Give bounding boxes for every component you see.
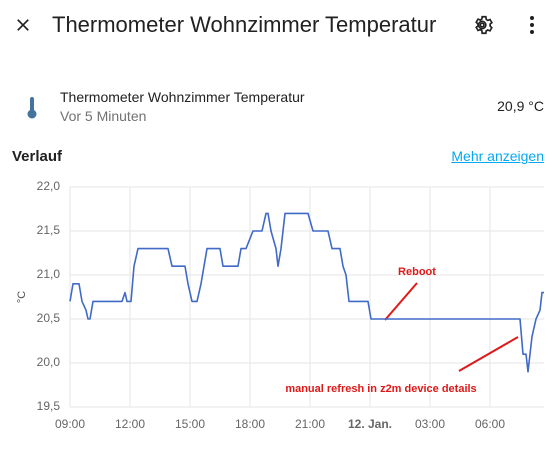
x-tick-label: 06:00 <box>475 417 505 431</box>
y-tick-label: 22,0 <box>37 179 61 193</box>
temperature-line <box>69 212 544 373</box>
x-tick-label: 09:00 <box>55 417 85 431</box>
last-changed: Vor 5 Minuten <box>60 108 147 124</box>
dialog-title: Thermometer Wohnzimmer Temperatur <box>52 12 437 37</box>
menu-button[interactable] <box>522 14 542 36</box>
y-tick-label: 20,5 <box>37 311 61 325</box>
annotation-arrow <box>384 282 418 321</box>
y-tick-label: 21,0 <box>37 267 61 281</box>
x-tick-label: 12. Jan. <box>348 417 392 431</box>
x-tick-label: 15:00 <box>175 417 205 431</box>
entity-name: Thermometer Wohnzimmer Temperatur <box>60 89 305 105</box>
annotation: manual refresh in z2m device details <box>285 383 476 395</box>
x-tick-label: 21:00 <box>295 417 325 431</box>
show-more-link[interactable]: Mehr anzeigen <box>451 148 544 164</box>
entity-state: 20,9 °C <box>497 98 544 114</box>
annotation: Reboot <box>398 266 436 278</box>
y-tick-label: 21,5 <box>37 223 61 237</box>
y-tick-label: 20,0 <box>37 355 61 369</box>
settings-button[interactable] <box>473 14 495 36</box>
y-axis-label: °C <box>16 291 28 303</box>
y-tick-label: 19,5 <box>37 399 61 413</box>
x-tick-label: 03:00 <box>415 417 445 431</box>
section-title: Verlauf <box>12 148 63 165</box>
close-button[interactable] <box>13 15 33 35</box>
annotation-arrow <box>458 336 519 372</box>
thermometer-icon <box>27 97 37 119</box>
x-tick-label: 18:00 <box>235 417 265 431</box>
x-tick-label: 12:00 <box>115 417 145 431</box>
